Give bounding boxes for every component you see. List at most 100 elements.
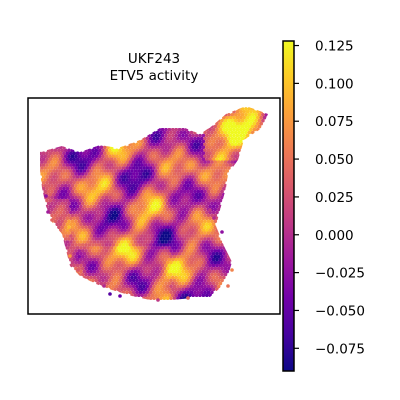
- tissue-spot: [179, 178, 184, 182]
- tissue-spot: [228, 163, 233, 167]
- tissue-spot: [111, 231, 116, 235]
- tissue-spot: [106, 246, 110, 250]
- tissue-spot: [159, 160, 163, 164]
- tissue-spot: [75, 228, 80, 232]
- tissue-spot: [210, 189, 214, 194]
- tissue-spot: [199, 142, 204, 147]
- tissue-spot: [165, 148, 170, 153]
- tissue-spot: [165, 154, 170, 158]
- tissue-spot: [181, 234, 185, 238]
- tissue-spot: [239, 115, 243, 120]
- tissue-spot: [206, 278, 211, 283]
- tissue-spot: [121, 166, 126, 170]
- tissue-spot: [203, 154, 207, 158]
- tissue-spot: [261, 118, 265, 123]
- tissue-spot: [108, 219, 112, 224]
- tissue-spot: [111, 284, 116, 289]
- tissue-spot: [222, 163, 226, 167]
- tissue-spot: [128, 249, 133, 253]
- tissue-spot: [128, 260, 133, 265]
- tissue-spot: [172, 195, 177, 200]
- tissue-spot: [128, 231, 133, 235]
- tissue-spot: [174, 252, 178, 256]
- tissue-spot: [199, 278, 204, 283]
- tissue-spot: [191, 145, 195, 150]
- tissue-spot: [113, 275, 117, 280]
- tissue-spot: [67, 237, 71, 241]
- tissue-spot: [220, 260, 224, 265]
- tissue-spot: [194, 186, 199, 191]
- tissue-spot: [201, 234, 206, 238]
- tissue-spot: [142, 148, 146, 153]
- tissue-spot: [114, 243, 119, 247]
- tissue-spot: [97, 213, 102, 218]
- tissue-spot: [145, 207, 150, 212]
- tissue-spot: [191, 169, 195, 173]
- tissue-spot: [67, 195, 71, 200]
- tissue-spot: [206, 213, 211, 218]
- tissue-spot: [55, 204, 59, 209]
- tissue-spot: [152, 195, 156, 200]
- tissue-spot: [264, 113, 268, 117]
- tissue-spot: [177, 293, 182, 298]
- tissue-spot: [148, 201, 153, 206]
- tissue-spot: [55, 169, 59, 173]
- tissue-spot: [125, 154, 129, 158]
- tissue-spot: [176, 166, 180, 170]
- tissue-spot: [205, 133, 209, 138]
- tissue-spot: [70, 172, 75, 176]
- tissue-spot: [150, 246, 155, 250]
- tissue-spot: [104, 207, 109, 212]
- tissue-spot: [171, 269, 175, 274]
- tissue-spot: [210, 166, 214, 170]
- tissue-spot: [191, 157, 195, 161]
- tissue-spot: [205, 246, 209, 250]
- tissue-spot: [128, 178, 133, 182]
- tissue-spot: [145, 201, 150, 206]
- tissue-spot: [45, 157, 49, 161]
- tissue-spot: [225, 139, 229, 144]
- tissue-spot: [50, 160, 54, 164]
- tissue-spot: [196, 184, 201, 188]
- tissue-spot: [184, 145, 189, 150]
- tissue-spot: [194, 252, 199, 256]
- tissue-spot: [94, 195, 99, 200]
- tissue-spot: [179, 213, 184, 218]
- tissue-spot: [177, 257, 182, 262]
- tissue-spot: [133, 186, 138, 191]
- tissue-spot: [259, 121, 264, 126]
- tissue-spot: [213, 124, 218, 129]
- tissue-spot: [176, 225, 180, 229]
- tissue-spot: [194, 240, 199, 244]
- tissue-spot: [86, 181, 90, 185]
- tissue-spot: [152, 260, 156, 265]
- tissue-spot: [113, 252, 117, 256]
- tissue-spot: [142, 207, 146, 212]
- tissue-spot: [191, 198, 195, 203]
- tissue-spot: [118, 237, 122, 241]
- tissue-spot: [92, 257, 97, 262]
- tissue-spot: [104, 195, 109, 200]
- tissue-spot: [162, 290, 167, 295]
- tissue-spot: [171, 175, 175, 179]
- tissue-spot: [131, 266, 136, 271]
- tissue-spot: [174, 204, 178, 209]
- tissue-spot: [126, 151, 131, 155]
- tissue-spot: [70, 225, 75, 229]
- tissue-spot: [172, 243, 177, 247]
- tissue-spot: [167, 157, 172, 161]
- tissue-spot: [167, 287, 172, 292]
- tissue-spots: [40, 107, 268, 300]
- tissue-spot: [189, 172, 194, 176]
- tissue-spot: [218, 127, 223, 132]
- tissue-spot: [120, 175, 124, 179]
- tissue-spot: [142, 195, 146, 200]
- colorbar-tick-label: −0.050: [315, 303, 365, 319]
- tissue-spot: [203, 172, 207, 176]
- tissue-spot: [208, 246, 212, 250]
- tissue-spot: [147, 240, 151, 244]
- tissue-spot: [52, 192, 56, 197]
- tissue-spot: [133, 246, 138, 250]
- tissue-spot: [40, 160, 44, 164]
- tissue-spot: [148, 254, 153, 259]
